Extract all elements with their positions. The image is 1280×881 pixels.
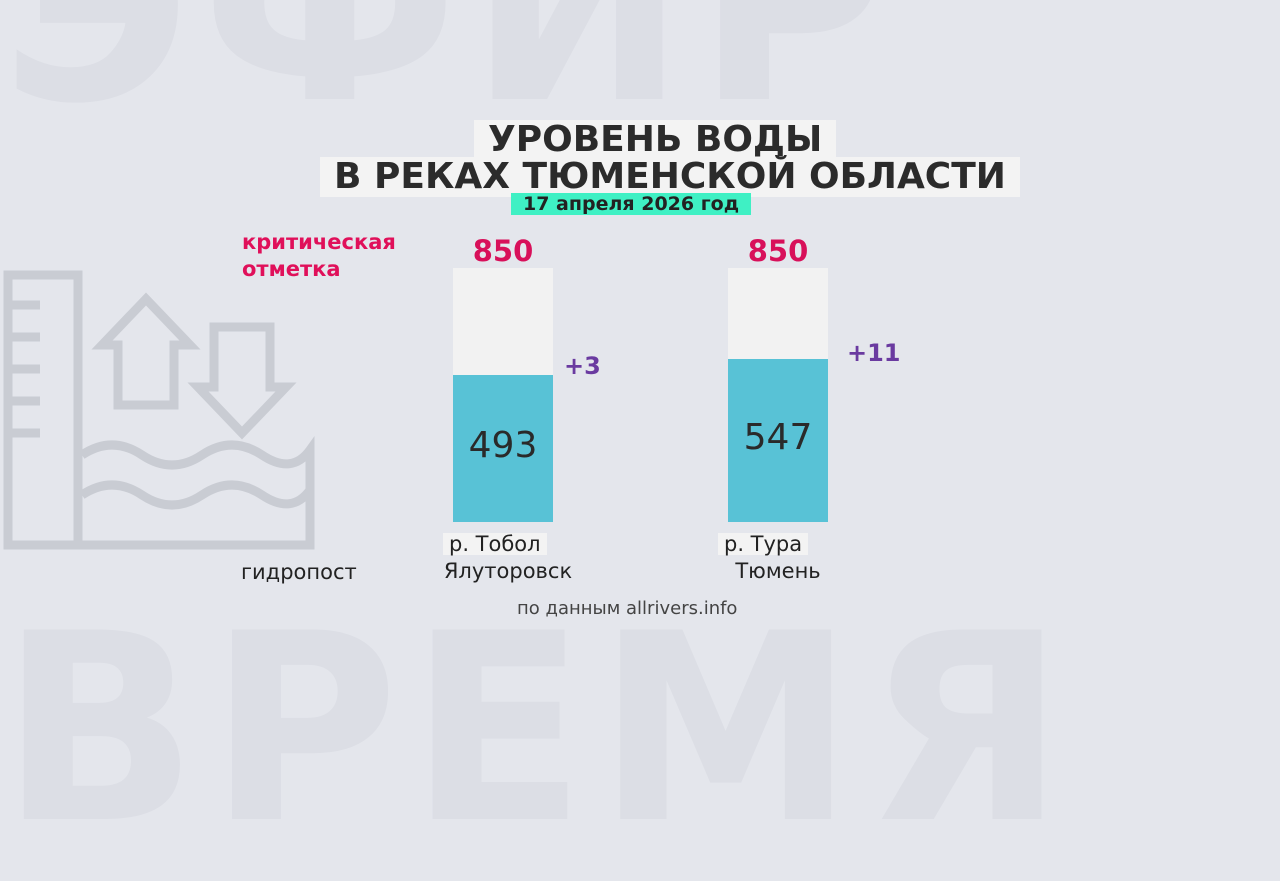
critical-level-label: критическая отметка bbox=[242, 230, 396, 281]
station-label: Ялуторовск bbox=[443, 559, 573, 583]
date-badge: 17 апреля 2026 год bbox=[511, 193, 752, 215]
river-label: р. Тура bbox=[718, 533, 809, 555]
gauge-station-label: гидропост bbox=[241, 560, 357, 584]
water-level-icon bbox=[3, 270, 315, 550]
title-line-1: УРОВЕНЬ ВОДЫ bbox=[474, 120, 837, 160]
level-change-label: +3 bbox=[564, 352, 601, 380]
background-word-top: ЭФИР bbox=[0, 0, 897, 161]
station-label: Тюмень bbox=[735, 559, 821, 583]
bar bbox=[453, 375, 553, 522]
source-note: по данным allrivers.info bbox=[517, 598, 738, 619]
river-label: р. Тобол bbox=[443, 533, 547, 555]
critical-level-value: 850 bbox=[472, 234, 534, 268]
bar-value-label: 547 bbox=[743, 416, 813, 458]
critical-level-value: 850 bbox=[747, 234, 809, 268]
bar bbox=[728, 359, 828, 522]
background-word-bottom: ВРЕМЯ bbox=[0, 579, 1076, 881]
title-line-2: В РЕКАХ ТЮМЕНСКОЙ ОБЛАСТИ bbox=[320, 157, 1020, 197]
level-change-label: +11 bbox=[847, 339, 901, 367]
bar-value-label: 493 bbox=[468, 424, 538, 466]
